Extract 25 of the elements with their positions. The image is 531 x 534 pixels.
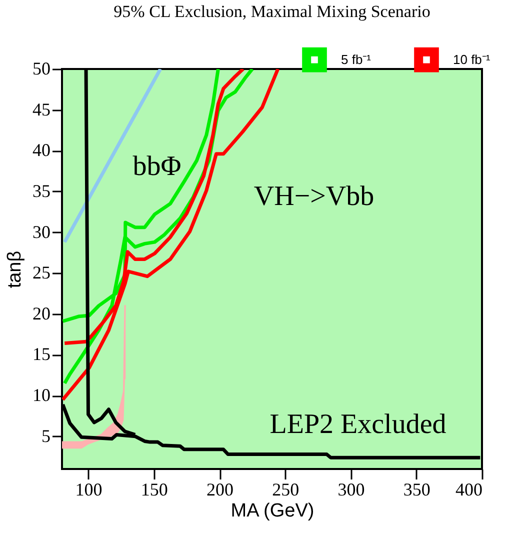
x-axis-title: MA (GeV) bbox=[230, 500, 314, 522]
x-tick-label: 350 bbox=[403, 480, 430, 500]
x-tick-label: 200 bbox=[206, 480, 234, 500]
annotation: bbΦ bbox=[132, 151, 182, 182]
y-axis-title: tanβ bbox=[4, 250, 26, 288]
x-tick-label: 100 bbox=[75, 480, 102, 500]
y-tick-label: 15 bbox=[32, 344, 50, 364]
y-tick-label: 45 bbox=[32, 99, 50, 120]
y-tick-label: 40 bbox=[32, 140, 50, 160]
legend-label: 5 fb⁻¹ bbox=[341, 52, 372, 67]
y-tick-label: 5 bbox=[42, 426, 50, 446]
y-tick-label: 35 bbox=[32, 180, 50, 201]
y-tick-label: 30 bbox=[32, 222, 50, 242]
annotation: LEP2 Excluded bbox=[270, 409, 446, 440]
legend-label: 10 fb⁻¹ bbox=[453, 52, 491, 67]
x-tick-label: 150 bbox=[140, 480, 168, 500]
annotation: VH−>Vbb bbox=[254, 181, 374, 212]
y-tick-label: 50 bbox=[32, 58, 50, 78]
y-tick-label: 10 bbox=[32, 385, 50, 406]
x-tick-label: 250 bbox=[272, 480, 300, 500]
x-tick-label: 300 bbox=[338, 480, 365, 500]
y-tick-label: 20 bbox=[32, 303, 50, 324]
x-tick-label: 400 bbox=[456, 480, 482, 500]
chart-title: 95% CL Exclusion, Maximal Mixing Scenario bbox=[114, 2, 430, 21]
y-tick-label: 25 bbox=[32, 262, 50, 283]
